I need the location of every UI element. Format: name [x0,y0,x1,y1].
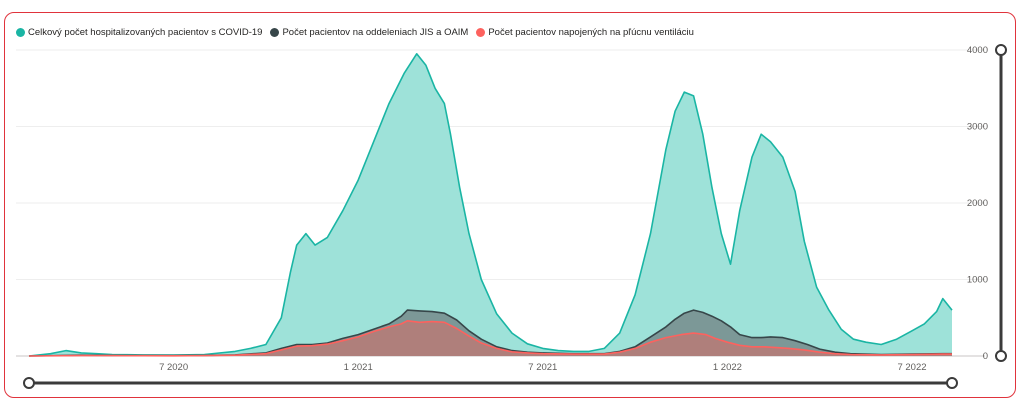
y-axis-ticks: 0 1000 2000 3000 4000 [967,45,988,362]
line-total[interactable] [28,53,953,357]
x-tick-label: 7 2022 [897,362,926,373]
x-tick-label: 1 2022 [713,362,742,373]
series-areas [28,53,953,357]
x-axis-ticks: 7 2020 1 2021 7 2021 1 2022 7 2022 [159,362,926,373]
area-total[interactable] [29,53,952,357]
legend-item-ventilation[interactable]: Počet pacientov napojených na pľúcnu ven… [476,27,694,38]
line-ventilation[interactable] [28,320,952,357]
x-tick-label: 7 2021 [528,362,557,373]
y-tick-label: 1000 [967,275,988,286]
y-tick-label: 2000 [967,198,988,209]
x-tick-label: 7 2020 [159,362,188,373]
legend-marker-total [16,28,25,37]
y-tick-label: 3000 [967,122,988,133]
y-range-slider-bottom-handle[interactable] [995,350,1007,362]
y-tick-label: 0 [983,351,988,362]
range-sliders [23,44,1007,389]
x-range-slider-left-handle[interactable] [23,377,35,389]
y-range-slider-top-handle[interactable] [995,44,1007,56]
x-tick-label: 1 2021 [344,362,373,373]
legend-marker-icu [270,28,280,37]
y-tick-label: 4000 [967,45,988,56]
legend-marker-ventilation [476,28,486,37]
legend-item-icu[interactable]: Počet pacientov na oddeleniach JIS a OAI… [270,27,468,38]
x-range-slider-right-handle[interactable] [946,377,958,389]
gridlines [16,49,985,357]
legend-label-ventilation: Počet pacientov napojených na pľúcnu ven… [488,27,694,38]
legend: Celkový počet hospitalizovaných paciento… [16,27,694,38]
legend-label-icu: Počet pacientov na oddeleniach JIS a OAI… [282,27,469,38]
legend-label-total: Celkový počet hospitalizovaných paciento… [28,27,263,38]
area-ventilation[interactable] [29,320,952,356]
legend-item-total[interactable]: Celkový počet hospitalizovaných paciento… [16,27,262,38]
